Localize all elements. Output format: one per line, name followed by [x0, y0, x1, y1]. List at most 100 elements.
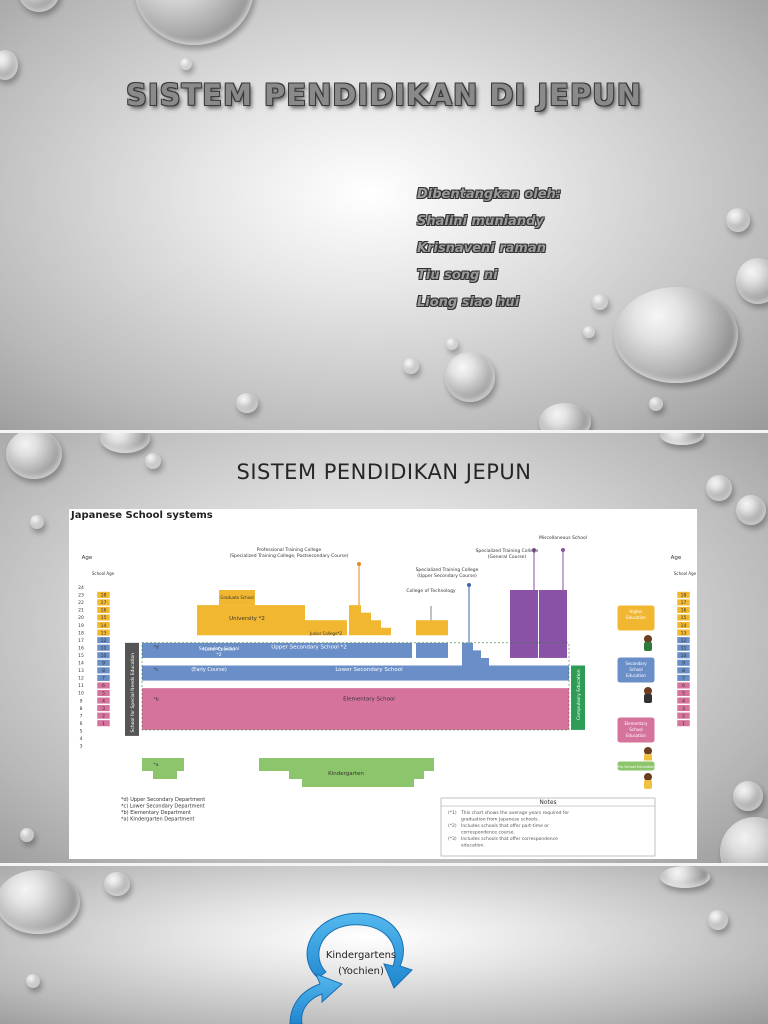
college-technology-lower-block: [416, 642, 448, 658]
school-year-cell: [96, 606, 111, 614]
school-year-label: 12: [101, 638, 107, 644]
water-drop: [6, 433, 62, 479]
school-year-cell: [96, 681, 111, 689]
school-year-cell: [676, 666, 691, 674]
water-drop: [30, 515, 44, 529]
notes-box: [440, 797, 656, 857]
water-drop: [592, 294, 608, 310]
upper-secondary-block: [142, 642, 412, 658]
age-tick-label: 21: [78, 608, 84, 614]
age-heading: Age: [671, 555, 682, 561]
school-year-cell: [96, 719, 111, 727]
school-year-label: 12: [681, 638, 687, 644]
school-year-label: 17: [681, 600, 687, 606]
note-text: This chart shows the average years requi…: [460, 810, 569, 816]
specialized-general-sublabel: (General Course): [488, 554, 527, 560]
school-year-label: 1: [682, 721, 685, 727]
note-text: Includes schools that offer part-time or: [461, 823, 549, 829]
early-course-label: (Early Course): [191, 667, 227, 673]
water-drop: [236, 393, 258, 413]
school-year-label: 11: [681, 645, 687, 651]
school-year-cell: [96, 591, 111, 599]
school-year-cell: [96, 674, 111, 682]
diagram-panel: Japanese School systems Age Age School Age S…: [69, 509, 697, 859]
note-text: Includes schools that offer corresponden…: [461, 836, 558, 842]
special-needs-bar: [125, 642, 139, 736]
school-year-label: 3: [102, 706, 105, 712]
school-year-cell: [676, 697, 691, 705]
water-drop: [446, 338, 458, 350]
elementary-block: [142, 688, 569, 730]
kindergarten-department-mark: *a: [153, 762, 158, 768]
education-level-bubble: [616, 760, 656, 772]
lower-secondary-label: Lower Secondary School: [335, 667, 403, 673]
cycle-diagram: Kindergartens (Yochien): [289, 912, 413, 1024]
school-year-cell: [676, 636, 691, 644]
education-level-label: Higher: [629, 609, 643, 614]
kindergarten-slide: Kindergartens (Yochien): [0, 866, 768, 1024]
compulsory-education-bar: [571, 665, 585, 730]
presenter-name: Krisnaveni raman: [417, 241, 546, 256]
education-level-label: Pre-School Education: [618, 765, 655, 769]
water-drop: [104, 872, 130, 896]
school-year-cell: [676, 644, 691, 652]
education-level-bubble: [616, 656, 656, 684]
note-mark: (*1): [448, 810, 457, 816]
water-drop: [0, 870, 80, 934]
water-drop: [539, 403, 591, 430]
water-drop: [180, 58, 192, 70]
university-label: University *2: [229, 616, 265, 622]
junior-college-block: [305, 620, 347, 636]
school-year-label: 13: [681, 630, 687, 636]
junior-college-label: Junior College*2: [309, 631, 343, 636]
age-tick-label: 19: [78, 623, 84, 629]
school-year-label: 7: [102, 676, 105, 682]
school-year-cell: [96, 689, 111, 697]
school-year-label: 6: [102, 683, 105, 689]
age-tick-label: 9: [80, 698, 83, 704]
age-tick-label: 5: [80, 728, 83, 734]
water-drop: [736, 495, 766, 525]
department-legend-item: *a) Kindergarten Department: [121, 817, 195, 823]
kindergarten-department-block: [142, 758, 184, 779]
miscellaneous-school-pointer-dot: [561, 548, 565, 552]
elementary-label: Elementary School: [343, 696, 395, 702]
department-legend-item: *c) Lower Secondary Department: [121, 804, 205, 810]
school-year-cell: [676, 651, 691, 659]
water-drop: [649, 397, 663, 411]
age-heading: Age: [82, 555, 93, 561]
school-year-cell: [676, 613, 691, 622]
specialized-upper-label: Specialized Training College: [416, 567, 479, 573]
school-year-label: 8: [102, 668, 105, 674]
special-needs-label: School for Special Needs Education: [130, 653, 136, 733]
miscellaneous-school-label: Miscellaneous School: [539, 535, 587, 541]
school-year-label: 18: [681, 593, 687, 599]
student-figure-head: [644, 747, 652, 755]
school-year-cell: [676, 712, 691, 720]
water-drop: [736, 258, 768, 304]
school-year-label: 15: [681, 615, 687, 621]
professional-college-block: [349, 605, 391, 636]
age-tick-label: 17: [78, 638, 84, 644]
age-tick-label: 24: [78, 585, 84, 591]
water-drop: [145, 453, 161, 469]
school-year-cell: [96, 659, 111, 667]
title-slide: SISTEM PENDIDIKAN DI JEPUN Dibentangkan …: [0, 0, 768, 430]
note-text: education.: [461, 843, 485, 849]
school-year-cell: [96, 636, 111, 644]
school-year-cell: [96, 598, 111, 606]
professional-college-pointer-dot: [357, 562, 361, 566]
school-year-label: 8: [682, 668, 685, 674]
age-tick-label: 13: [78, 668, 84, 674]
compulsory-outline: [141, 642, 570, 731]
presenter-name: Liong siao hui: [417, 295, 520, 310]
water-drop: [134, 0, 254, 45]
education-level-label: Elementary: [624, 721, 648, 726]
school-year-cell: [676, 591, 691, 599]
age-tick-label: 14: [78, 661, 84, 667]
school-year-label: 6: [682, 683, 685, 689]
student-figure-body: [644, 780, 652, 789]
note-text: correspondence course.: [461, 830, 515, 836]
college-technology-label: College of Technology: [406, 588, 456, 594]
note-mark: (*2): [448, 823, 457, 829]
